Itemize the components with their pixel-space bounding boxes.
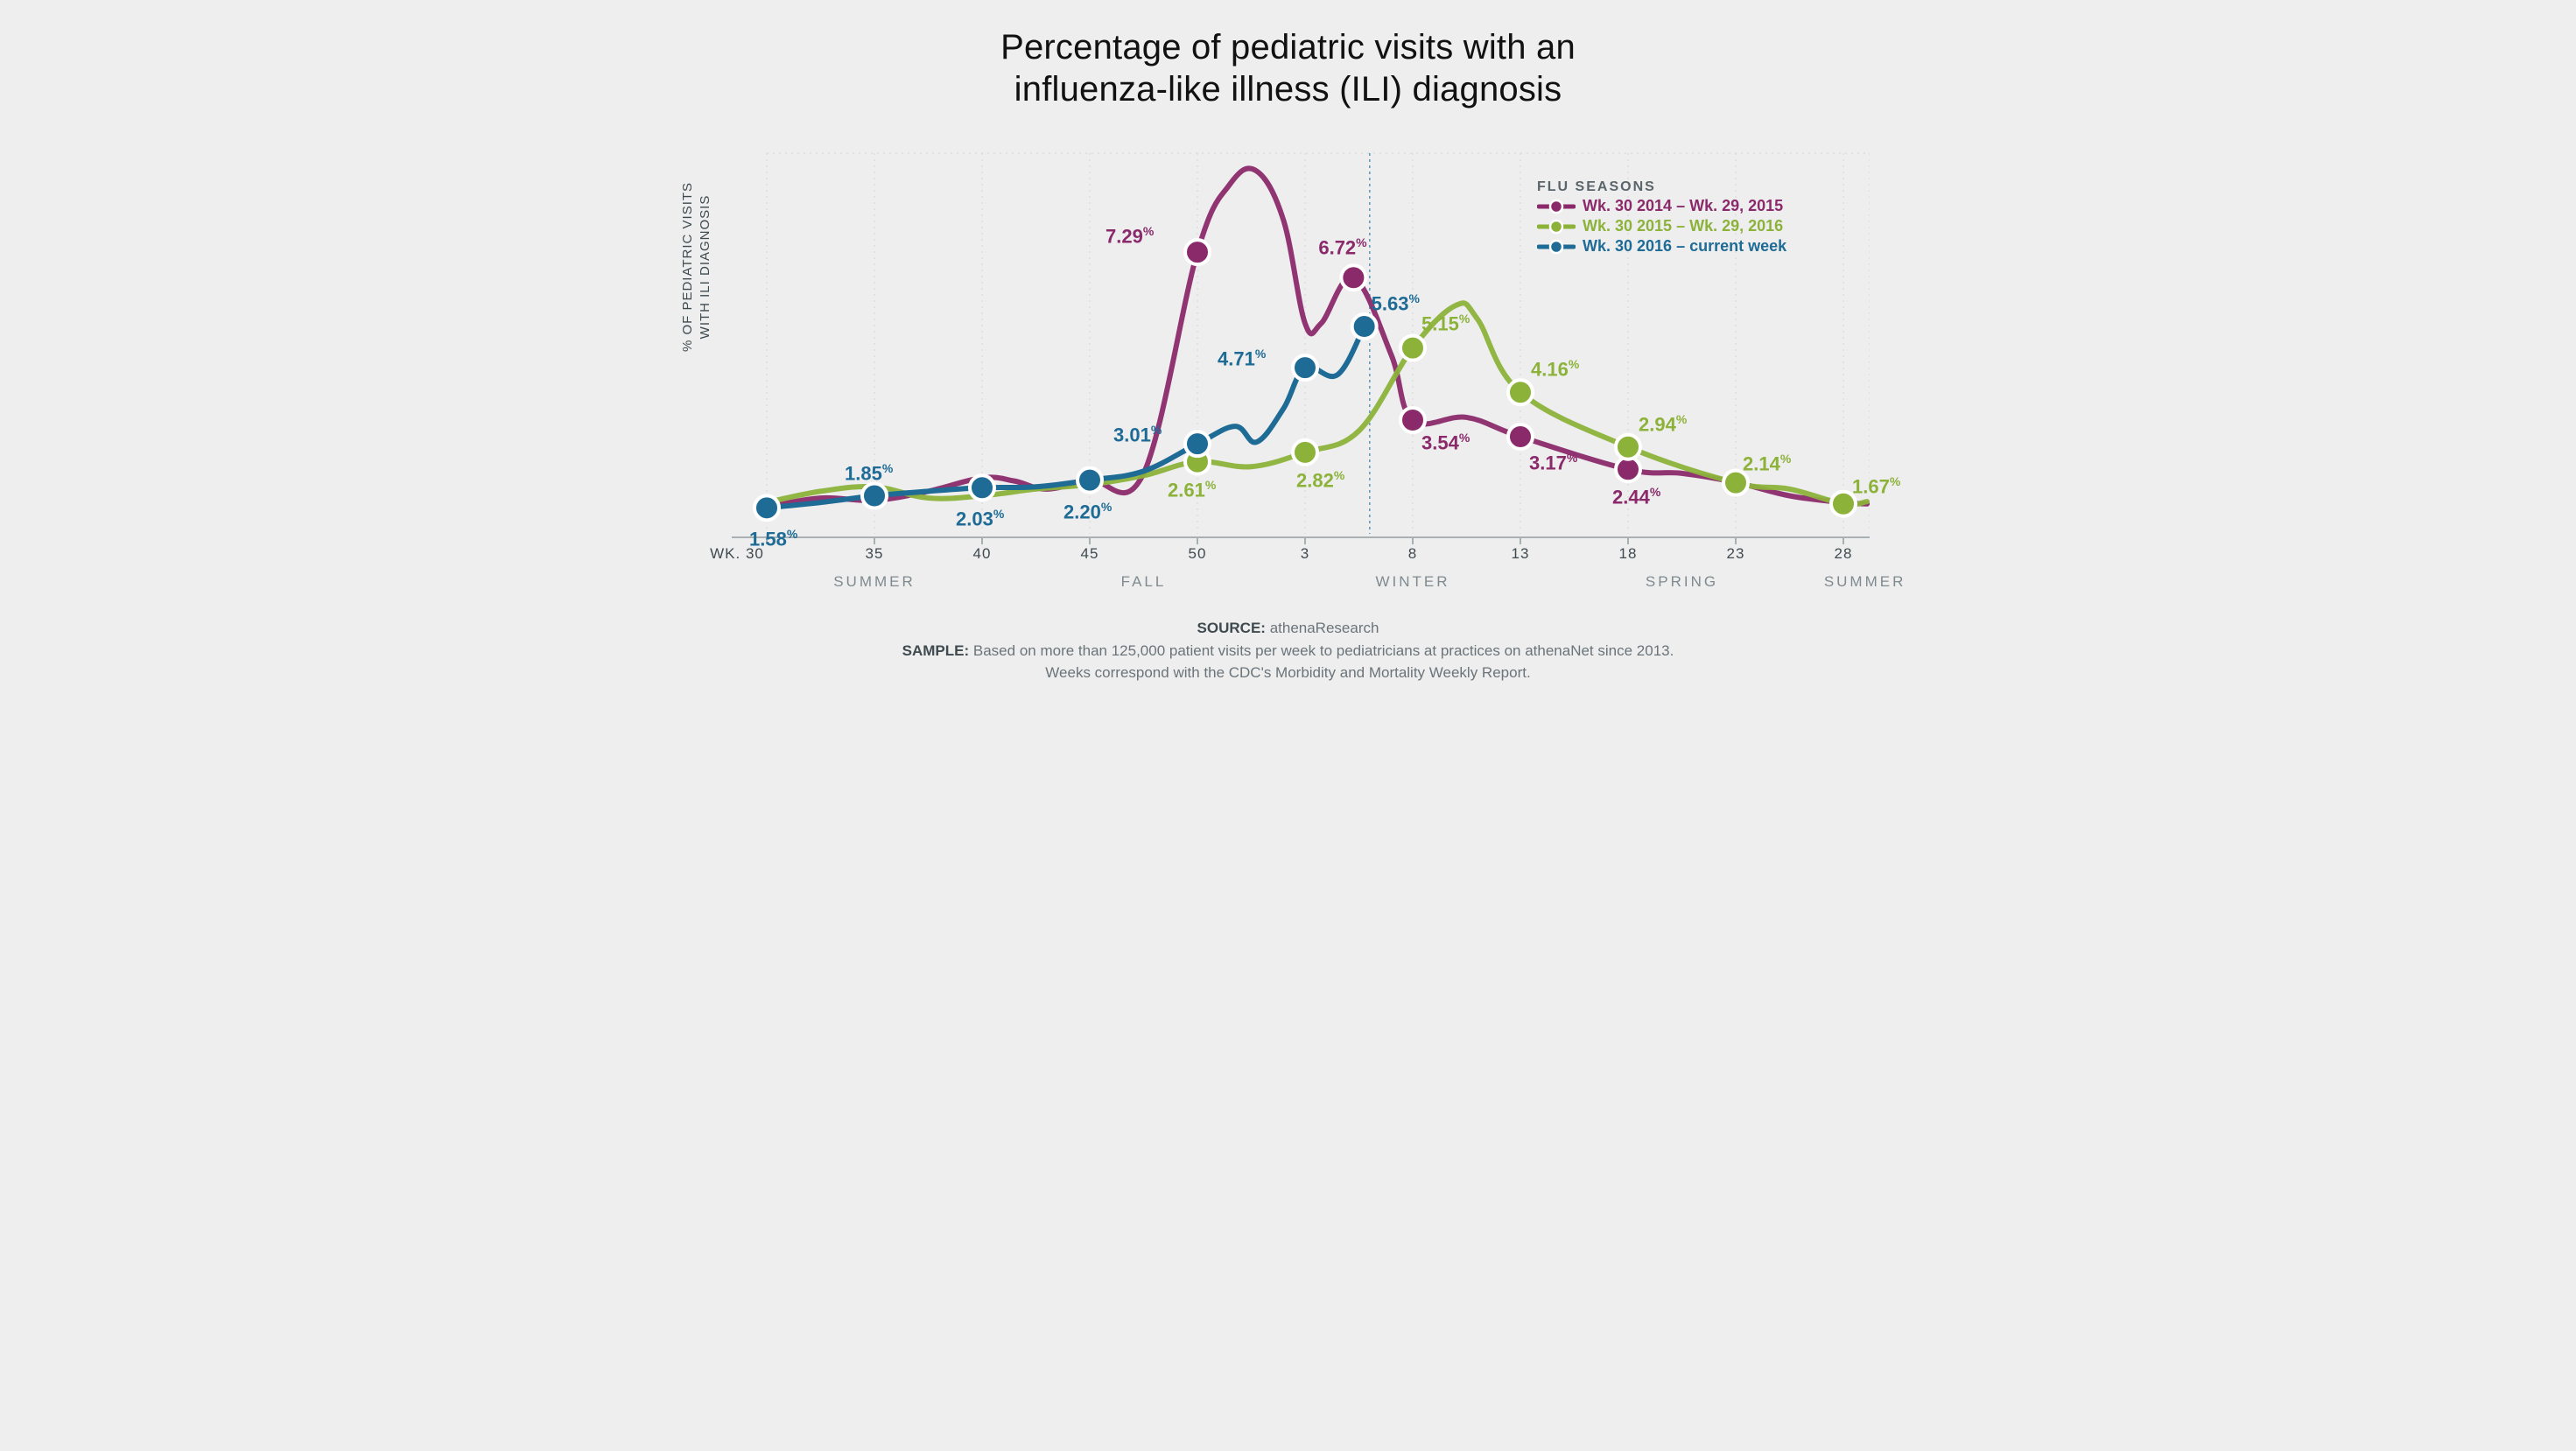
data-label: 2.94% — [1639, 412, 1687, 436]
data-label: 3.17% — [1529, 451, 1577, 474]
sample-line-1: Based on more than 125,000 patient visit… — [973, 642, 1674, 659]
x-tick: 8 — [1408, 545, 1417, 563]
data-label: 3.01% — [1113, 423, 1162, 446]
legend-item: Wk. 30 2016 – current week — [1537, 237, 1786, 256]
infographic: Percentage of pediatric visits with an i… — [644, 0, 1932, 726]
data-label: 4.16% — [1531, 357, 1579, 381]
title-line-1: Percentage of pediatric visits with an — [1000, 28, 1576, 67]
season-label: SUMMER — [833, 573, 916, 591]
data-label: 5.15% — [1421, 312, 1470, 335]
x-tick: 40 — [973, 545, 992, 563]
x-tick: 23 — [1727, 545, 1745, 563]
legend-item: Wk. 30 2015 – Wk. 29, 2016 — [1537, 217, 1786, 235]
data-label: 2.82% — [1296, 468, 1344, 492]
legend-label: Wk. 30 2014 – Wk. 29, 2015 — [1583, 197, 1783, 215]
data-label: 2.20% — [1063, 500, 1112, 523]
data-label: 5.63% — [1372, 291, 1420, 315]
data-label: 1.85% — [845, 461, 893, 485]
legend-label: Wk. 30 2015 – Wk. 29, 2016 — [1583, 217, 1783, 235]
source-value: athenaResearch — [1270, 620, 1379, 636]
legend-label: Wk. 30 2016 – current week — [1583, 237, 1786, 256]
legend: FLU SEASONS Wk. 30 2014 – Wk. 29, 2015 Wk… — [1537, 179, 1786, 256]
data-label: 7.29% — [1106, 224, 1154, 248]
title-line-2: influenza-like illness (ILI) diagnosis — [1014, 70, 1562, 109]
footer: SOURCE: athenaResearch SAMPLE: Based on … — [644, 617, 1932, 684]
season-label: SPRING — [1646, 573, 1718, 591]
x-tick: 13 — [1512, 545, 1530, 563]
season-label: WINTER — [1375, 573, 1449, 591]
x-tick: 3 — [1301, 545, 1309, 563]
data-label: 4.71% — [1218, 347, 1266, 370]
sample-label: SAMPLE: — [902, 642, 970, 659]
source-label: SOURCE: — [1197, 620, 1266, 636]
x-tick: 18 — [1619, 545, 1638, 563]
sample-line-2: Weeks correspond with the CDC's Morbidit… — [644, 662, 1932, 684]
x-tick: 45 — [1081, 545, 1099, 563]
data-label: 2.44% — [1612, 485, 1660, 508]
season-label: SUMMER — [1824, 573, 1906, 591]
legend-title: FLU SEASONS — [1537, 179, 1786, 195]
data-label: 1.58% — [749, 527, 797, 550]
data-label: 2.03% — [956, 507, 1004, 530]
season-label: FALL — [1121, 573, 1167, 591]
legend-item: Wk. 30 2014 – Wk. 29, 2015 — [1537, 197, 1786, 215]
x-tick: 28 — [1835, 545, 1853, 563]
data-label: 6.72% — [1318, 235, 1366, 259]
data-label: 2.14% — [1743, 452, 1791, 475]
x-tick: 35 — [866, 545, 884, 563]
data-label: 3.54% — [1421, 431, 1470, 454]
chart-title: Percentage of pediatric visits with an i… — [644, 26, 1932, 110]
data-label: 1.67% — [1852, 474, 1900, 498]
x-tick: 50 — [1189, 545, 1207, 563]
data-label: 2.61% — [1168, 478, 1216, 501]
